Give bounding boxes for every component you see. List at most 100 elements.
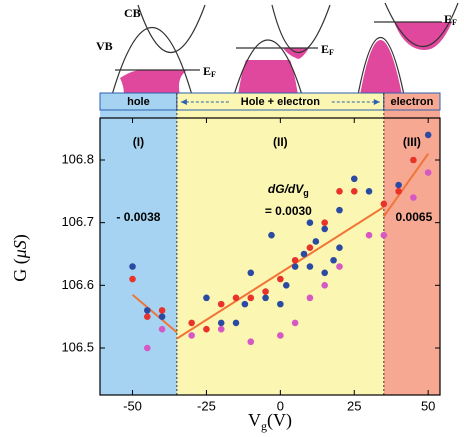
data-point <box>395 188 402 195</box>
cb-fill <box>283 48 309 59</box>
x-tick-label: -25 <box>197 398 216 413</box>
data-point <box>203 294 210 302</box>
data-point <box>336 188 343 195</box>
x-label-unit: (V) <box>267 410 292 431</box>
data-point <box>321 219 328 226</box>
data-point <box>350 188 358 195</box>
ef-main: E <box>321 42 329 56</box>
data-point <box>350 175 358 183</box>
x-label-symbol: V <box>248 410 261 430</box>
data-point <box>217 300 225 308</box>
data-point <box>291 263 299 270</box>
slope-value: - 0.0038 <box>116 210 160 224</box>
y-label-close: ) <box>10 234 31 240</box>
data-point <box>410 156 417 164</box>
vb-curve <box>111 27 193 96</box>
x-axis-label: Vg(V) <box>248 410 292 433</box>
region-number: (III) <box>403 135 421 149</box>
data-point <box>268 231 275 239</box>
data-point <box>203 325 210 333</box>
slope-name-sub: g <box>303 188 309 198</box>
region <box>383 93 440 395</box>
ef-main: E <box>203 64 211 78</box>
cb-curve <box>384 2 459 47</box>
data-point <box>232 319 240 327</box>
data-point <box>241 300 249 308</box>
data-point <box>365 188 373 195</box>
ef-sub: F <box>329 48 334 57</box>
hole-fill <box>120 70 187 95</box>
arrow-head <box>180 99 187 105</box>
x-label-sub: g <box>261 419 267 433</box>
data-point <box>158 307 166 314</box>
region-label: hole <box>127 96 150 108</box>
data-point <box>291 256 299 264</box>
data-point <box>365 231 373 239</box>
data-point <box>306 263 314 270</box>
data-point <box>217 319 225 327</box>
data-point <box>262 288 269 295</box>
data-point <box>312 238 320 245</box>
data-point <box>306 294 314 302</box>
y-tick-label: 106.8 <box>61 151 94 166</box>
data-point <box>336 263 343 270</box>
ef-label: EF <box>321 42 334 57</box>
data-point <box>188 319 195 327</box>
vb-fill <box>238 60 298 95</box>
data-point <box>247 338 255 346</box>
y-tick-label: 106.7 <box>61 214 94 229</box>
vb-label: VB <box>96 39 113 53</box>
ef-sub: F <box>211 70 216 79</box>
slope-value: = 0.0030 <box>265 204 312 218</box>
slope-name-main: dG/dV <box>268 182 304 196</box>
cb-curve <box>137 4 206 53</box>
x-tick-label: -50 <box>123 398 142 413</box>
data-point <box>424 131 432 139</box>
data-point <box>410 194 417 201</box>
region <box>176 93 384 395</box>
y-label-unit: μS <box>10 240 30 259</box>
x-tick-label: 25 <box>347 398 361 413</box>
region-number: (II) <box>273 135 288 149</box>
data-point <box>188 332 195 339</box>
cb-curve <box>271 4 331 53</box>
data-point <box>277 332 284 339</box>
y-tick-label: 106.5 <box>61 339 94 354</box>
ef-main: E <box>444 12 452 26</box>
cb-fill <box>394 22 452 50</box>
slope-value: 0.0065 <box>396 210 433 224</box>
data-point <box>321 225 328 233</box>
y-label-text: G ( <box>10 258 31 282</box>
fit-line <box>131 293 178 334</box>
band-diagrams <box>111 2 459 96</box>
data-point <box>306 219 314 226</box>
vb-curve <box>233 39 303 96</box>
plot-frame <box>99 117 441 396</box>
vb-curve <box>357 36 405 96</box>
x-tick-label: 0 <box>277 398 284 413</box>
region-label: electron <box>391 96 434 108</box>
y-tick-label: 106.6 <box>61 277 94 292</box>
cb-label: CB <box>124 6 141 20</box>
fit-line <box>383 153 429 217</box>
ef-sub: F <box>452 18 457 27</box>
data-point <box>282 282 290 289</box>
data-point <box>395 181 402 189</box>
data-point <box>380 200 388 208</box>
slope-name: dG/dVg <box>268 182 309 198</box>
data-point <box>144 344 151 352</box>
data-point <box>247 294 255 302</box>
region-label: Hole + electron <box>241 96 320 108</box>
data-point <box>291 319 299 327</box>
data-point <box>330 256 337 264</box>
data-point <box>424 169 432 176</box>
data-point <box>144 313 151 320</box>
arrow-head <box>373 99 380 105</box>
data-point <box>129 263 136 270</box>
region-number: (I) <box>133 135 144 149</box>
x-tick-label: 50 <box>421 398 435 413</box>
data-point <box>262 294 269 302</box>
data-point <box>336 206 343 214</box>
data-point <box>300 250 308 258</box>
